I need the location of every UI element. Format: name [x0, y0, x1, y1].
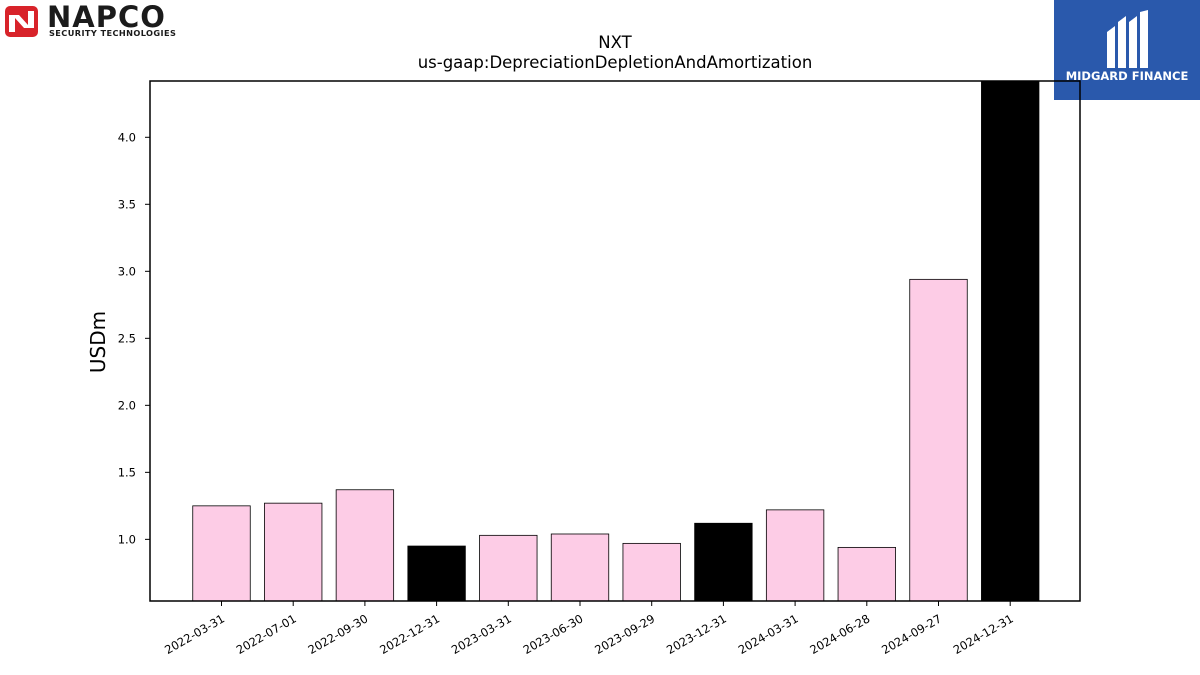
- bar-2024-03-31: [765, 509, 825, 602]
- x-tick-label: 2022-07-01: [234, 611, 299, 657]
- y-tick-label: 1.0: [118, 532, 136, 546]
- x-axis-ticks: 2022-03-31 2022-07-01 2022-09-30 2022-12-31…: [162, 601, 1016, 657]
- x-tick-label: 2023-06-30: [521, 611, 586, 657]
- y-tick-label: 2.0: [118, 398, 136, 412]
- y-tick-label: 3.5: [118, 197, 136, 211]
- y-tick-label: 2.5: [118, 331, 136, 345]
- x-tick-label: 2024-12-31: [951, 611, 1016, 657]
- x-tick-label: 2024-06-28: [807, 611, 872, 657]
- y-tick-label: 4.0: [118, 130, 136, 144]
- chart-subtitle: us-gaap:DepreciationDepletionAndAmortiza…: [418, 53, 813, 72]
- bar-2024-06-28: [837, 546, 896, 602]
- plot-frame: [149, 80, 1081, 602]
- bar-2022-09-30: [335, 489, 395, 602]
- bar-2022-03-31: [192, 505, 251, 602]
- x-tick-label: 2023-03-31: [449, 611, 514, 657]
- bars-layer: [192, 80, 1040, 602]
- bar-2024-12-31: [981, 80, 1040, 602]
- x-tick-label: 2022-12-31: [377, 611, 442, 657]
- midgard-mark-icon: [1107, 10, 1148, 68]
- napco-mark-icon: [5, 6, 38, 37]
- chart-title: NXT: [598, 33, 632, 52]
- napco-wordmark: NAPCO: [47, 0, 166, 34]
- bar-2023-06-30: [550, 533, 610, 602]
- bar-2022-07-01: [264, 502, 323, 602]
- napco-tagline: SECURITY TECHNOLOGIES: [49, 28, 177, 38]
- midgard-wordmark: MIDGARD FINANCE: [1065, 69, 1189, 83]
- y-tick-label: 3.0: [118, 264, 136, 278]
- midgard-logo: MIDGARD FINANCE: [1054, 0, 1200, 100]
- x-tick-label: 2022-09-30: [306, 611, 371, 657]
- x-tick-label: 2024-09-27: [879, 611, 944, 657]
- bar-2023-09-29: [622, 542, 681, 602]
- x-tick-label: 2023-12-31: [664, 611, 729, 657]
- bar-2022-12-31: [407, 545, 466, 602]
- x-tick-label: 2024-03-31: [736, 611, 801, 657]
- bar-2023-03-31: [479, 534, 538, 602]
- x-tick-label: 2023-09-29: [592, 611, 657, 657]
- bar-2023-12-31: [694, 522, 753, 602]
- bar-2024-09-27: [909, 278, 968, 602]
- y-axis-ticks: 1.0 1.5 2.0 2.5 3.0 3.5 4.0: [118, 130, 150, 546]
- y-tick-label: 1.5: [118, 465, 136, 479]
- y-axis-label: USDm: [86, 311, 110, 373]
- x-tick-label: 2022-03-31: [162, 611, 227, 657]
- napco-logo: NAPCO SECURITY TECHNOLOGIES: [5, 0, 215, 44]
